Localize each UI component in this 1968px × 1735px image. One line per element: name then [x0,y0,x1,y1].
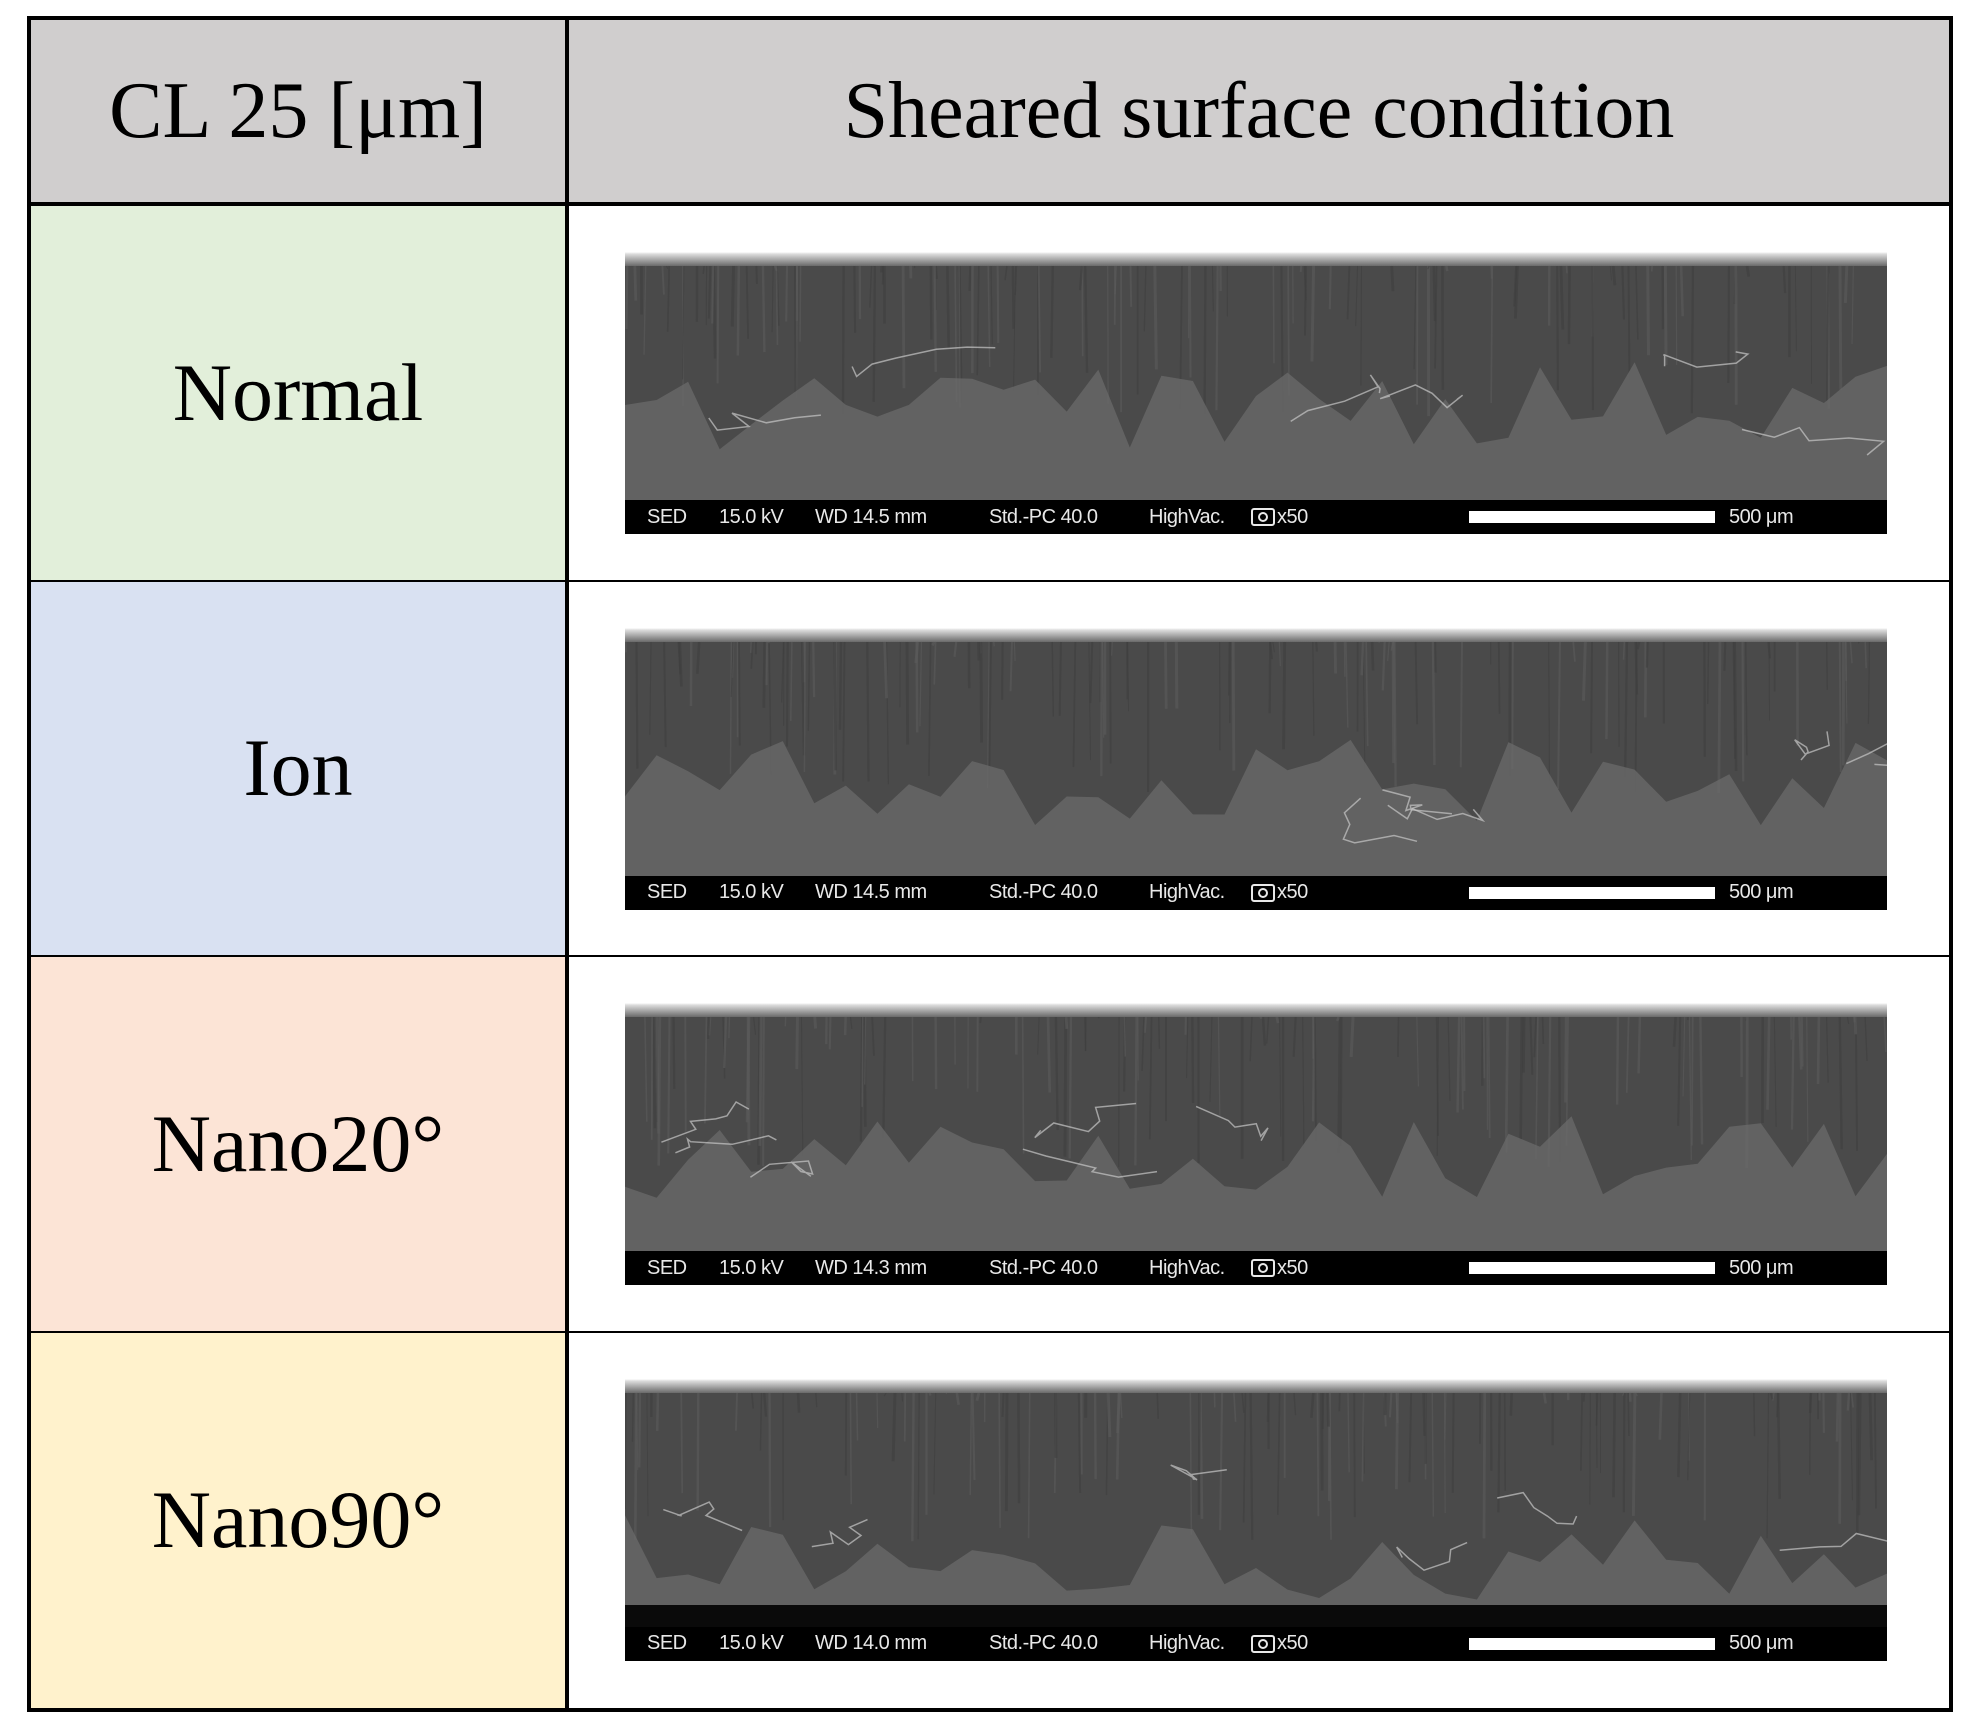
sem-vacuum: HighVac. [1149,1256,1225,1279]
sample-edge [625,999,1887,1017]
sem-info-bar: SED 15.0 kV WD 14.0 mm Std.-PC 40.0 High… [625,1626,1887,1661]
sem-voltage: 15.0 kV [719,505,784,528]
sample-edge [625,1374,1887,1393]
scale-bar [1469,886,1715,899]
sem-magnification: x50 [1251,881,1308,904]
sem-mode: Std.-PC 40.0 [989,505,1098,528]
sem-texture [625,1391,1887,1627]
sem-vacuum: HighVac. [1149,1632,1225,1654]
row-label-nano20: Nano20° [31,957,569,1333]
sem-vacuum: HighVac. [1149,505,1225,528]
scale-bar [1469,1637,1715,1650]
sem-magnification: x50 [1251,1257,1308,1280]
sem-micrograph: SED 15.0 kV WD 14.0 mm Std.-PC 40.0 High… [625,1374,1887,1661]
sem-voltage: 15.0 kV [719,1256,784,1279]
sem-working-distance: WD 14.3 mm [815,1256,927,1279]
scale-label: 500 μm [1729,505,1794,528]
scale-bar [1469,1262,1715,1274]
camera-icon [1251,508,1275,527]
sem-mode: Std.-PC 40.0 [989,1256,1098,1279]
sem-working-distance: WD 14.5 mm [815,881,927,903]
header-surface: Sheared surface condition [569,20,1949,206]
sem-working-distance: WD 14.0 mm [815,1632,927,1654]
sem-detector: SED [647,505,687,528]
sem-voltage: 15.0 kV [719,1632,784,1654]
camera-icon [1251,883,1275,902]
header-cl: CL 25 [μm] [31,20,569,206]
sem-vacuum: HighVac. [1149,881,1225,903]
sem-info-bar: SED 15.0 kV WD 14.3 mm Std.-PC 40.0 High… [625,1251,1887,1285]
row-image-cell: SED 15.0 kV WD 14.5 mm Std.-PC 40.0 High… [569,581,1949,957]
sem-detector: SED [647,1256,687,1279]
sem-micrograph: SED 15.0 kV WD 14.5 mm Std.-PC 40.0 High… [625,248,1887,534]
results-table: CL 25 [μm] Sheared surface condition Nor… [27,16,1953,1712]
row-label-ion: Ion [31,581,569,957]
sem-magnification: x50 [1251,506,1308,529]
camera-icon [1251,1259,1275,1278]
row-label-nano90: Nano90° [31,1332,569,1708]
row-image-cell: SED 15.0 kV WD 14.5 mm Std.-PC 40.0 High… [569,206,1949,582]
camera-icon [1251,1634,1275,1653]
row-image-cell: SED 15.0 kV WD 14.3 mm Std.-PC 40.0 High… [569,957,1949,1333]
sem-mode: Std.-PC 40.0 [989,1632,1098,1654]
sem-detector: SED [647,881,687,903]
row-image-cell: SED 15.0 kV WD 14.0 mm Std.-PC 40.0 High… [569,1332,1949,1708]
scale-label: 500 μm [1729,1632,1794,1654]
sem-info-bar: SED 15.0 kV WD 14.5 mm Std.-PC 40.0 High… [625,875,1887,910]
sem-texture [625,265,1887,500]
sem-voltage: 15.0 kV [719,881,784,903]
sample-edge [625,248,1887,266]
sem-info-bar: SED 15.0 kV WD 14.5 mm Std.-PC 40.0 High… [625,500,1887,534]
sample-edge [625,623,1887,642]
sem-working-distance: WD 14.5 mm [815,505,927,528]
sem-mode: Std.-PC 40.0 [989,881,1098,903]
scale-label: 500 μm [1729,1256,1794,1279]
scale-label: 500 μm [1729,881,1794,903]
sem-magnification: x50 [1251,1632,1308,1655]
sem-texture [625,640,1887,876]
sem-texture [625,1015,1887,1251]
row-label-normal: Normal [31,206,569,582]
sem-micrograph: SED 15.0 kV WD 14.5 mm Std.-PC 40.0 High… [625,623,1887,910]
sem-detector: SED [647,1632,687,1654]
scale-bar [1469,511,1715,523]
sem-micrograph: SED 15.0 kV WD 14.3 mm Std.-PC 40.0 High… [625,999,1887,1285]
